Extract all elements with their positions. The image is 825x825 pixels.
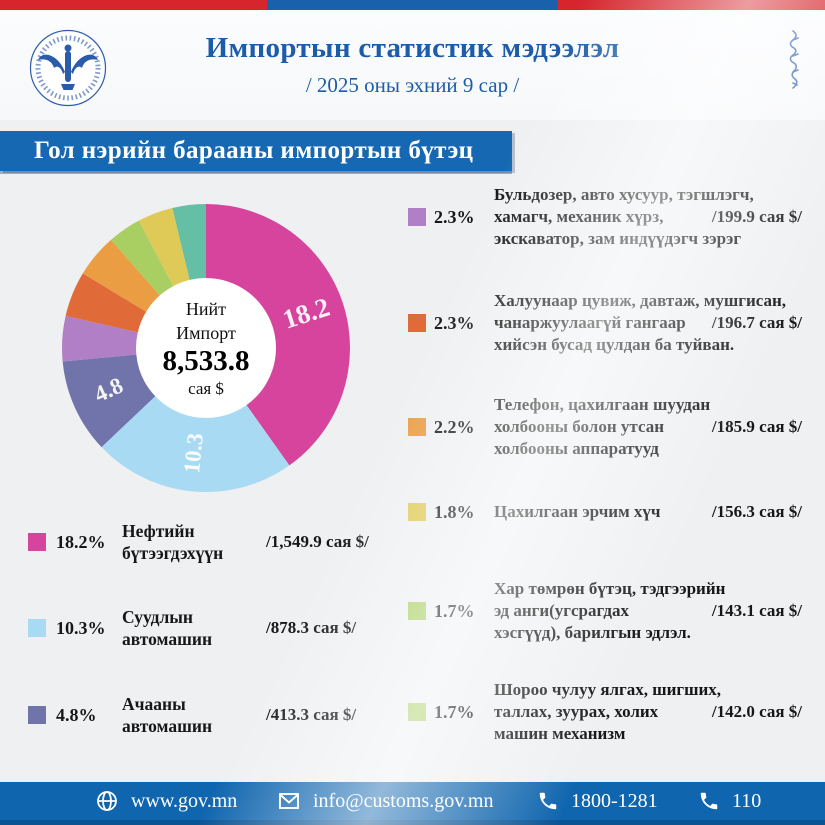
legend-swatch: [28, 533, 46, 551]
footer-email[interactable]: info@customs.gov.mn: [277, 782, 493, 820]
legend-value: /142.0 сая $/: [711, 702, 802, 721]
legend-percent: 2.2%: [434, 416, 475, 437]
legend-swatch: [408, 418, 426, 436]
legend-row-bulldozers: 2.3% Бульдозер, авто хусуур, тэгшлэгч, х…: [408, 184, 808, 250]
donut-slice: [65, 273, 147, 333]
legend-name: Цахилгаан эрчим хүч/156.3 сая $/: [494, 502, 802, 521]
legend-percent: 10.3%: [56, 617, 106, 638]
legend-swatch: [408, 503, 426, 521]
section-banner: Гол нэрийн барааны импортын бүтэц: [0, 131, 512, 171]
legend-row-passenger-cars: 10.3% Суудлын автомашин /878.3 сая $/: [28, 606, 356, 650]
legend-row-telephones: 2.2% Телефон, цахилгаан шуудан холбооны …: [408, 394, 808, 460]
legend-swatch: [408, 602, 426, 620]
total-value: 8,533.8: [162, 344, 250, 377]
globe-icon: [95, 789, 119, 813]
legend-percent: 4.8%: [56, 704, 97, 725]
footer-hotline[interactable]: 110: [698, 782, 761, 820]
customs-logo-icon: [28, 28, 108, 113]
legend-value: /156.3 сая $/: [711, 502, 802, 521]
donut-center-label: Нийт Импорт 8,533.8 сая $: [136, 282, 276, 414]
section-banner-title: Гол нэрийн барааны импортын бүтэц: [34, 137, 474, 164]
envelope-icon: [277, 789, 301, 813]
legend-percent: 18.2%: [56, 531, 106, 552]
legend-name: Телефон, цахилгаан шуудан холбооны болон…: [494, 395, 802, 458]
legend-value: /143.1 сая $/: [711, 601, 802, 620]
legend-value: /196.7 сая $/: [711, 313, 802, 332]
legend-value: /413.3 сая $/: [266, 705, 357, 724]
legend-name: Халуунаар цувиж, давтаж, мушгисан, чанар…: [494, 291, 802, 354]
legend-percent: 2.3%: [434, 206, 475, 227]
donut-slice: [110, 220, 174, 296]
legend-row-trucks: 4.8% Ачааны автомашин /413.3 сая $/: [28, 693, 356, 737]
legend-row-petroleum: 18.2% Нефтийн бүтээгдэхүүн /1,549.9 сая $…: [28, 520, 369, 564]
footer-website[interactable]: www.gov.mn: [95, 782, 237, 820]
legend-percent: 1.7%: [434, 600, 475, 621]
legend-swatch: [408, 208, 426, 226]
legend-name: Шороо чулуу ялгах, шигших, таллах, зуура…: [494, 680, 802, 743]
legend-name: Суудлын автомашин: [122, 607, 213, 649]
legend-row-iron-structures: 1.7% Хар төмрөн бүтэц, тэдгээрийн эд анг…: [408, 578, 808, 644]
donut-slice: [172, 204, 206, 280]
donut-slice: [138, 207, 190, 287]
legend-row-steel-bars: 2.3% Халуунаар цувиж, давтаж, мушгисан, …: [408, 290, 808, 356]
donut-slice: [62, 315, 138, 362]
header: Импортын статистик мэдээлэл / 2025 оны э…: [0, 10, 825, 120]
legend-swatch: [408, 703, 426, 721]
donut-slice: [101, 396, 290, 492]
legend-row-electricity: 1.8% Цахилгаан эрчим хүч/156.3 сая $/: [408, 501, 808, 523]
legend-percent: 1.7%: [434, 701, 475, 722]
phone-icon: [698, 790, 720, 812]
legend-name: Ачааны автомашин: [122, 694, 213, 736]
phone-icon: [537, 790, 559, 812]
legend-swatch: [28, 619, 46, 637]
legend-swatch: [408, 314, 426, 332]
legend-name: Нефтийн бүтээгдэхүүн: [122, 521, 224, 563]
legend-percent: 1.8%: [434, 501, 475, 522]
legend-swatch: [28, 706, 46, 724]
page-title: Импортын статистик мэдээлэл: [205, 32, 620, 64]
donut-slice: [206, 204, 351, 466]
total-label-line1: Нийт: [185, 298, 227, 319]
top-tricolor-bar: [0, 0, 825, 10]
footer-bar: www.gov.mn info@customs.gov.mn 1800-1281: [0, 782, 825, 825]
legend-value: /1,549.9 сая $/: [266, 532, 369, 551]
mongolian-script-icon: [785, 30, 801, 99]
donut-slice: [82, 239, 160, 312]
legend-value: /199.9 сая $/: [711, 207, 802, 226]
legend-name: Бульдозер, авто хусуур, тэгшлэгч, хамагч…: [494, 185, 802, 248]
legend-value: /878.3 сая $/: [266, 618, 357, 637]
footer-phone[interactable]: 1800-1281: [537, 782, 658, 820]
legend-row-sorting-machines: 1.7% Шороо чулуу ялгах, шигших, таллах, …: [408, 679, 808, 745]
total-label-line2: Импорт: [176, 322, 236, 343]
donut-slice: [62, 354, 156, 448]
total-unit: сая $: [188, 378, 224, 398]
legend-value: /185.9 сая $/: [711, 417, 802, 436]
legend-name: Хар төмрөн бүтэц, тэдгээрийн эд анги(угс…: [494, 579, 802, 642]
donut-chart: 18.2 10.3 4.8: [61, 203, 351, 493]
slice-percent-label: 10.3: [179, 432, 208, 474]
page-subtitle: / 2025 оны эхний 9 сар /: [305, 73, 520, 97]
legend-percent: 2.3%: [434, 312, 475, 333]
